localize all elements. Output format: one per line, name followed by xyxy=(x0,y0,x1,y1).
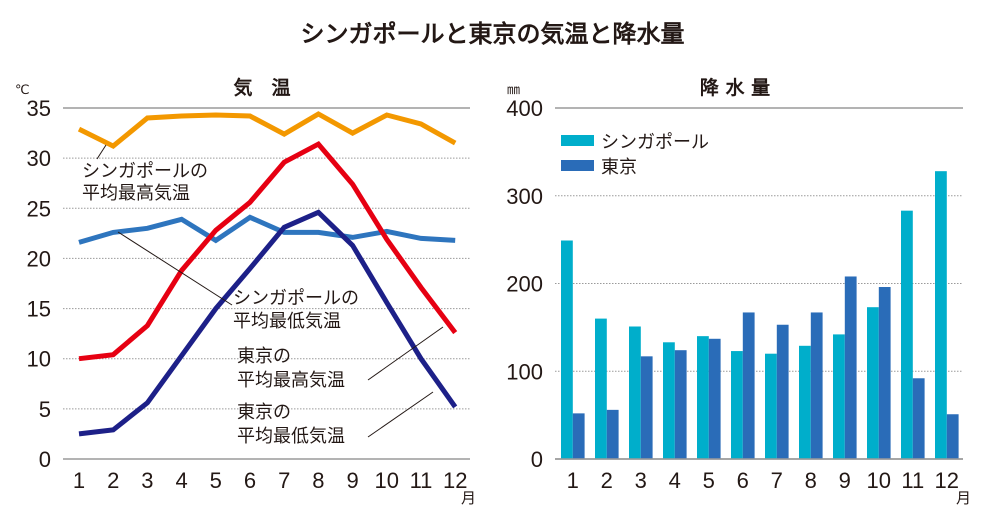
bar-tokyo xyxy=(572,413,585,459)
bar-singapore xyxy=(765,353,777,459)
y-tick-label: 10 xyxy=(27,347,51,372)
bar-singapore xyxy=(663,342,675,459)
x-tick-label: 8 xyxy=(805,468,817,493)
series-annotation-label: 平均最高気温 xyxy=(82,183,190,204)
bar-singapore xyxy=(697,336,709,459)
temperature-unit: ℃ xyxy=(15,83,30,98)
x-tick-label: 2 xyxy=(601,468,613,493)
y-tick-label: 25 xyxy=(27,196,51,221)
legend-label: シンガポール xyxy=(601,132,709,153)
x-tick-label: 2 xyxy=(107,468,119,493)
bar-tokyo xyxy=(946,414,959,459)
annotation-leader-line xyxy=(117,231,233,306)
series-line-3 xyxy=(78,140,458,362)
y-tick-label: 15 xyxy=(27,297,51,322)
bar-singapore xyxy=(799,345,811,459)
bar-singapore xyxy=(867,307,879,459)
x-tick-label: 1 xyxy=(73,468,85,493)
legend-swatch xyxy=(561,160,594,171)
bar-singapore xyxy=(935,171,947,459)
series-annotation-label: 東京の xyxy=(237,402,291,423)
precipitation-unit: ㎜ xyxy=(507,83,520,98)
y-tick-label: 400 xyxy=(506,96,543,121)
x-tick-label: 10 xyxy=(867,468,891,493)
bar-tokyo xyxy=(606,409,619,459)
bar-tokyo xyxy=(844,276,857,459)
bar-tokyo xyxy=(776,324,789,459)
x-tick-label: 11 xyxy=(410,468,433,493)
x-tick-label: 3 xyxy=(141,468,153,493)
y-tick-label: 35 xyxy=(27,96,51,121)
legend-label: 東京 xyxy=(601,157,637,178)
series-annotation-label: 平均最低気温 xyxy=(233,311,341,332)
y-tick-label: 100 xyxy=(506,359,543,384)
series-line-2 xyxy=(78,214,456,245)
bar-tokyo xyxy=(708,338,721,459)
x-tick-label: 6 xyxy=(737,468,749,493)
bar-singapore xyxy=(901,210,913,459)
annotation-leader-line xyxy=(367,326,444,381)
x-tick-label: 9 xyxy=(346,468,358,493)
x-tick-label: 5 xyxy=(703,468,715,493)
series-line-4 xyxy=(78,209,458,437)
series-annotation-label: 平均最低気温 xyxy=(237,426,345,447)
temperature-chart-title: 気 温 xyxy=(233,76,290,99)
figure-title: シンガポールと東京の気温と降水量 xyxy=(300,20,685,48)
bar-singapore xyxy=(629,326,641,459)
x-tick-label: 1 xyxy=(567,468,579,493)
bar-tokyo xyxy=(810,312,823,459)
bar-tokyo xyxy=(912,378,925,459)
x-tick-label: 12 xyxy=(935,468,959,493)
x-tick-label: 11 xyxy=(901,468,924,493)
x-tick-label: 5 xyxy=(210,468,222,493)
y-tick-label: 5 xyxy=(39,397,51,422)
y-tick-label: 200 xyxy=(506,272,543,297)
series-line-1 xyxy=(77,111,457,150)
x-tick-label: 7 xyxy=(278,468,290,493)
temperature-x-unit: 月 xyxy=(461,489,476,507)
x-tick-label: 12 xyxy=(443,468,467,493)
y-tick-label: 0 xyxy=(39,447,51,472)
y-tick-label: 20 xyxy=(27,246,51,271)
series-annotation-label: 平均最高気温 xyxy=(237,370,345,391)
x-tick-label: 9 xyxy=(839,468,851,493)
x-tick-label: 4 xyxy=(669,468,681,493)
precipitation-chart-title: 降 水 量 xyxy=(700,76,770,99)
series-annotation-label: シンガポールの xyxy=(233,288,359,309)
x-tick-label: 10 xyxy=(375,468,399,493)
bar-tokyo xyxy=(640,356,653,459)
bar-singapore xyxy=(561,240,573,459)
bar-singapore xyxy=(833,334,845,459)
bar-tokyo xyxy=(674,350,687,459)
y-tick-label: 300 xyxy=(506,184,543,209)
legend-swatch xyxy=(561,135,594,146)
annotation-leader-line xyxy=(367,391,434,438)
series-annotation-label: 東京の xyxy=(237,346,291,367)
bar-tokyo xyxy=(878,287,891,459)
series-annotation-label: シンガポールの xyxy=(82,161,208,182)
x-tick-label: 8 xyxy=(312,468,324,493)
annotation-leader-line xyxy=(96,144,107,160)
y-tick-label: 30 xyxy=(27,146,51,171)
bar-singapore xyxy=(595,318,607,459)
bar-singapore xyxy=(731,351,743,459)
x-tick-label: 6 xyxy=(244,468,256,493)
x-tick-label: 7 xyxy=(771,468,783,493)
y-tick-label: 0 xyxy=(531,447,543,472)
precipitation-x-unit: 月 xyxy=(956,489,971,507)
bar-tokyo xyxy=(742,312,755,459)
x-tick-label: 4 xyxy=(175,468,187,493)
x-tick-label: 3 xyxy=(635,468,647,493)
